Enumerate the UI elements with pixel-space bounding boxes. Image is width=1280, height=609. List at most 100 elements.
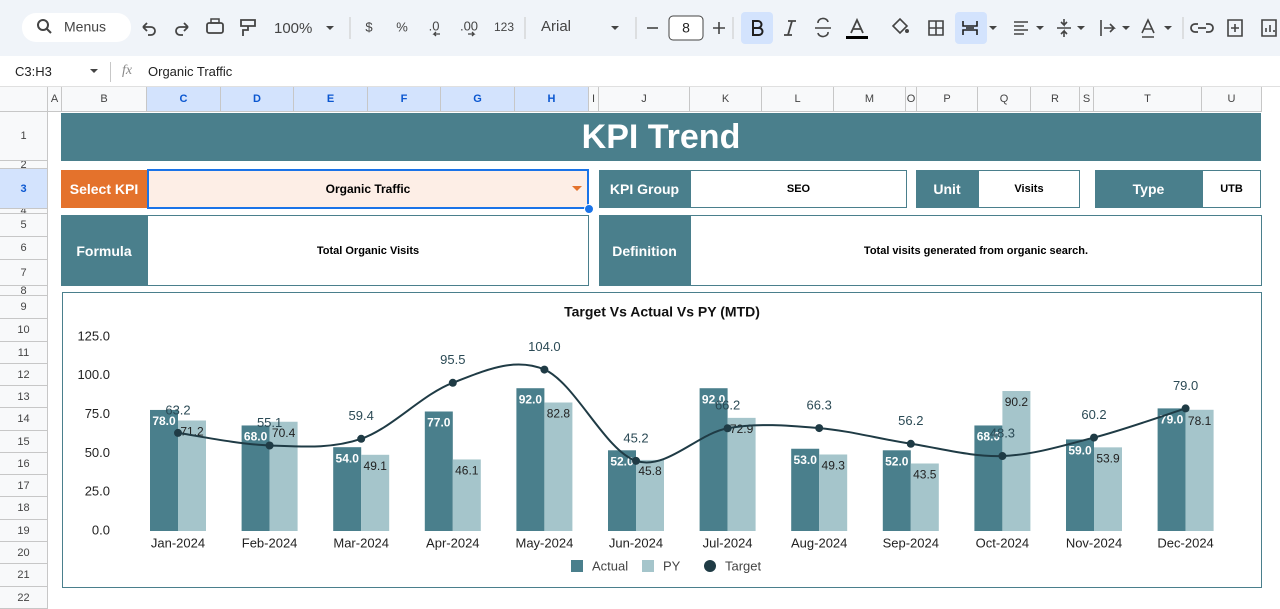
italic[interactable] <box>784 20 796 36</box>
data-label: 79.0 <box>1160 413 1184 427</box>
data-label: 79.0 <box>1173 378 1198 393</box>
undo[interactable] <box>142 22 156 36</box>
percent[interactable]: % <box>396 19 408 34</box>
rotate-dropdown[interactable] <box>1164 26 1172 30</box>
column-header: Q <box>978 87 1031 112</box>
merge-dropdown[interactable] <box>989 26 997 30</box>
row-header: 7 <box>0 260 48 286</box>
bar <box>699 388 728 531</box>
fx-icon: fx <box>122 63 133 78</box>
legend-label: Target <box>725 558 762 573</box>
y-tick-label: 25.0 <box>85 484 110 499</box>
target-point <box>632 456 640 465</box>
comment[interactable] <box>1227 19 1243 37</box>
font[interactable]: Arial <box>541 18 571 35</box>
valign[interactable] <box>1057 19 1071 37</box>
bar <box>150 409 178 531</box>
row-header: 6 <box>0 237 48 260</box>
increase-decimal[interactable]: .00 <box>460 18 478 33</box>
legend-swatch <box>642 560 654 572</box>
selection-handle[interactable] <box>583 203 595 215</box>
fill-color[interactable] <box>891 17 909 35</box>
font-size-box[interactable] <box>668 15 704 41</box>
number-format[interactable]: 123 <box>494 20 514 34</box>
data-label: 92.0 <box>702 392 726 406</box>
font-size[interactable]: 8 <box>682 20 690 36</box>
fill-color <box>905 29 909 33</box>
data-label: 49.3 <box>822 459 846 473</box>
name-box-dropdown[interactable] <box>88 68 100 76</box>
data-label: 92.0 <box>519 392 543 406</box>
zoom-dropdown[interactable] <box>326 26 334 30</box>
row-header: 11 <box>0 342 48 364</box>
font-dropdown[interactable] <box>611 26 619 30</box>
row-header: 4 <box>0 209 48 214</box>
search-icon <box>46 28 52 34</box>
bar <box>608 450 636 531</box>
row-header: 20 <box>0 542 48 564</box>
row-header: 9 <box>0 296 48 319</box>
x-tick-label: Feb-2024 <box>242 535 298 550</box>
formula-bar: C3:H3 fx Organic Traffic <box>0 56 1280 87</box>
row-header: 17 <box>0 475 48 497</box>
bar <box>1094 447 1122 531</box>
column-header: O <box>906 87 917 112</box>
font-size-plus[interactable] <box>713 22 725 34</box>
wrap[interactable] <box>1100 20 1116 36</box>
x-tick-label: Nov-2024 <box>1066 535 1122 550</box>
link[interactable] <box>1190 23 1214 33</box>
unit-value: Visits <box>978 170 1080 208</box>
search-box[interactable] <box>22 13 131 42</box>
legend-label: Actual <box>592 558 628 573</box>
y-tick-label: 75.0 <box>85 406 110 421</box>
chart-title: Target Vs Actual Vs PY (MTD) <box>564 304 760 320</box>
column-header: D <box>221 87 294 112</box>
bar <box>636 459 664 531</box>
align[interactable] <box>1014 21 1028 35</box>
search-icon <box>37 19 49 31</box>
borders[interactable] <box>928 20 944 36</box>
decrease-decimal[interactable]: .0 <box>429 18 440 33</box>
data-label: 68.0 <box>244 430 268 444</box>
target-point <box>174 428 182 437</box>
rotate[interactable] <box>1141 18 1155 38</box>
currency[interactable]: $ <box>365 19 373 34</box>
align-dropdown[interactable] <box>1036 26 1044 30</box>
data-label: 104.0 <box>528 339 561 354</box>
chart[interactable] <box>1261 19 1277 37</box>
redo[interactable] <box>175 22 189 36</box>
data-label: 78.1 <box>1188 414 1212 428</box>
valign-dropdown[interactable] <box>1077 26 1085 30</box>
print[interactable] <box>206 22 224 34</box>
strikethrough[interactable] <box>815 17 831 38</box>
column-header: C <box>147 87 221 112</box>
zoom[interactable]: 100% <box>274 20 312 37</box>
column-header: F <box>368 87 441 112</box>
x-tick-label: Apr-2024 <box>426 535 479 550</box>
dropdown-arrow[interactable] <box>570 184 584 194</box>
select-kpi-value[interactable]: Organic Traffic <box>147 169 589 209</box>
x-tick-label: Oct-2024 <box>976 535 1029 550</box>
data-label: 56.2 <box>898 413 923 428</box>
wrap-dropdown[interactable] <box>1122 26 1130 30</box>
merge[interactable] <box>962 21 978 35</box>
row-header: 2 <box>0 161 48 169</box>
formula-content[interactable]: Organic Traffic <box>148 64 233 79</box>
chart: Target Vs Actual Vs PY (MTD) 0.0 25.0 50.0… <box>77 304 1213 574</box>
x-tick-label: Mar-2024 <box>333 535 389 550</box>
row-header: 5 <box>0 214 48 237</box>
bar <box>178 420 206 531</box>
print[interactable] <box>210 18 220 24</box>
bold[interactable] <box>752 20 764 36</box>
column-header: T <box>1094 87 1202 112</box>
column-header: M <box>834 87 906 112</box>
target-point <box>448 378 457 387</box>
column-header: G <box>441 87 515 112</box>
data-label: 95.5 <box>440 352 465 367</box>
data-label: 68.0 <box>977 430 1001 444</box>
name-box[interactable]: C3:H3 <box>15 64 52 79</box>
y-tick-label: 50.0 <box>85 445 110 460</box>
search-text[interactable]: Menus <box>64 19 106 35</box>
paint-format[interactable] <box>240 19 256 36</box>
text-color[interactable] <box>850 17 864 34</box>
